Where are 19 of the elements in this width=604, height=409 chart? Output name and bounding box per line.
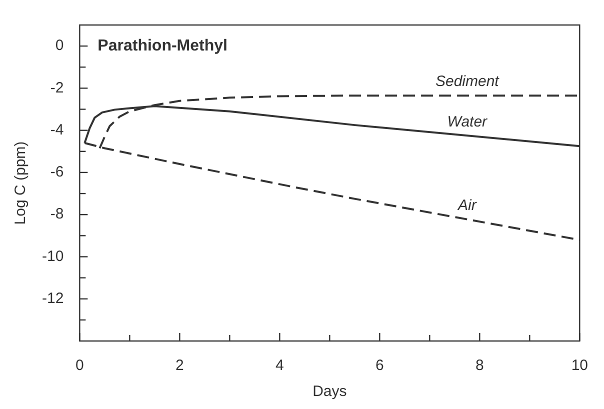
y-tick-label: -2 <box>50 79 64 96</box>
y-tick-label: -12 <box>42 290 64 308</box>
y-tick-label: -10 <box>42 248 64 265</box>
y-tick-label: -8 <box>50 206 64 223</box>
x-axis-title: Days <box>312 383 347 400</box>
x-tick-label: 2 <box>176 357 184 374</box>
series-label: Air <box>456 197 478 214</box>
series-label: Water <box>447 113 488 130</box>
x-tick-label: 0 <box>76 357 84 374</box>
y-tick-label: -4 <box>50 121 64 138</box>
y-axis-title: Log C (ppm) <box>12 141 30 225</box>
y-tick-label: 0 <box>55 37 64 54</box>
series-label: Sediment <box>435 73 500 90</box>
x-tick-label: 8 <box>475 357 484 374</box>
x-tick-label: 10 <box>571 357 588 374</box>
y-tick-label: -6 <box>50 164 64 181</box>
x-tick-label: 4 <box>276 357 284 374</box>
x-tick-label: 6 <box>375 357 384 374</box>
text: Parathion-Methyl <box>98 37 228 54</box>
